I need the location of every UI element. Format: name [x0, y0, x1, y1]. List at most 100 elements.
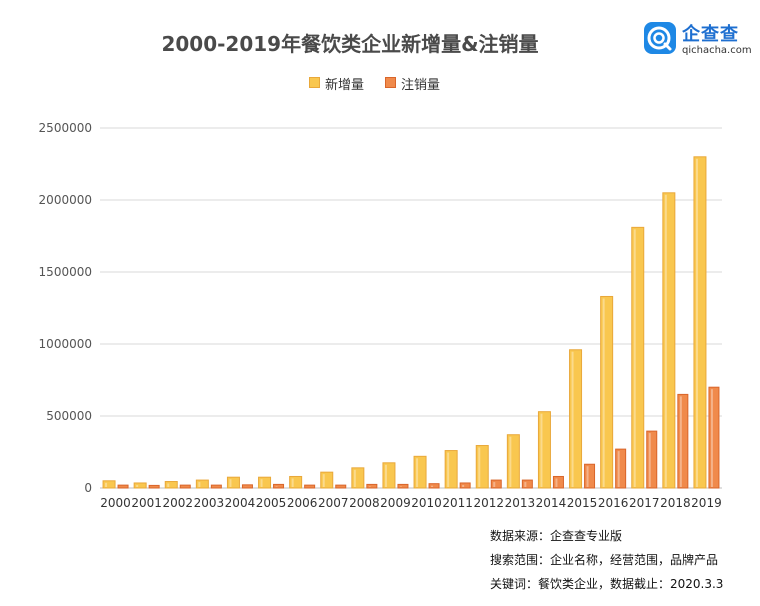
bar-cancel-highlight	[462, 484, 465, 487]
bar-new	[289, 475, 303, 489]
bar-new-highlight	[105, 482, 108, 487]
bar-cancel	[552, 475, 564, 489]
bar-cancel-highlight	[586, 466, 589, 487]
bar-cancel-highlight	[368, 486, 371, 487]
bar-cancel	[210, 484, 222, 489]
bar-new	[693, 156, 707, 489]
x-tick-label: 2002	[162, 496, 193, 510]
bar-cancel-highlight	[648, 433, 651, 487]
legend-label-cancel: 注销量	[401, 78, 441, 93]
source-line-keywords: 关键词：餐饮类企业，数据截止：2020.3.3	[490, 577, 724, 591]
bar-new	[444, 450, 458, 489]
x-tick-label: 2010	[411, 496, 442, 510]
bar-new-highlight	[136, 484, 139, 487]
bar-cancel	[459, 482, 471, 489]
bar-new-highlight	[291, 478, 294, 487]
source-line-search-scope: 搜索范围：企业名称，经营范围，品牌产品	[490, 553, 719, 567]
bar-cancel	[366, 483, 378, 489]
bar-cancel-highlight	[617, 451, 620, 487]
bar-cancel-highlight	[710, 389, 713, 487]
y-tick-label: 500000	[46, 409, 92, 423]
bar-new	[413, 455, 427, 489]
x-tick-label: 2018	[660, 496, 691, 510]
bar-new	[351, 467, 365, 489]
bar-new-highlight	[447, 452, 450, 487]
x-tick-label: 2005	[256, 496, 287, 510]
bar-new	[102, 480, 116, 489]
bar-new	[537, 411, 551, 489]
qichacha-logo: 企查查 qichacha.com	[644, 18, 754, 60]
bar-new	[600, 295, 614, 489]
bar-new-highlight	[416, 458, 419, 487]
bar-new-highlight	[478, 447, 481, 487]
x-tick-label: 2017	[629, 496, 660, 510]
x-tick-label: 2012	[473, 496, 504, 510]
legend-label-new: 新增量	[325, 78, 365, 93]
x-tick-label: 2000	[100, 496, 131, 510]
y-tick-label: 1000000	[39, 337, 92, 351]
bar-new-highlight	[633, 229, 636, 488]
x-tick-label: 2008	[349, 496, 380, 510]
bar-new-highlight	[664, 194, 667, 488]
x-tick-label: 2019	[691, 496, 722, 510]
x-tick-label: 2009	[380, 496, 411, 510]
bar-new-highlight	[260, 479, 263, 487]
x-tick-label: 2006	[287, 496, 318, 510]
bar-cancel	[615, 448, 627, 489]
bar-new-highlight	[167, 483, 170, 487]
y-tick-label: 2500000	[39, 121, 92, 135]
bar-cancel	[335, 484, 347, 489]
bar-cancel	[273, 483, 285, 489]
bar-cancel	[584, 463, 596, 489]
x-tick-label: 2003	[194, 496, 225, 510]
bar-new-highlight	[229, 479, 232, 487]
bar-cancel-highlight	[524, 482, 527, 487]
bar-cancel	[304, 484, 316, 489]
bar-new	[226, 476, 240, 489]
bar-new	[662, 192, 676, 489]
bar-cancel	[521, 479, 533, 489]
bar-cancel	[179, 484, 191, 489]
bar-cancel	[490, 479, 502, 489]
y-tick-label: 2000000	[39, 193, 92, 207]
bar-new	[258, 476, 272, 489]
bar-cancel	[397, 483, 409, 489]
bar-cancel-highlight	[275, 486, 278, 487]
bar-cancel	[646, 430, 658, 489]
qichacha-logo-icon	[644, 22, 676, 54]
legend-swatch-new	[309, 77, 320, 88]
bar-new-highlight	[384, 464, 387, 487]
logo-name-cn: 企查查	[682, 24, 739, 45]
x-tick-label: 2015	[567, 496, 598, 510]
bar-new-highlight	[602, 298, 605, 487]
bar-new-highlight	[509, 436, 512, 487]
bar-cancel	[708, 386, 720, 489]
bar-cancel	[148, 484, 160, 489]
bar-new-highlight	[322, 474, 325, 487]
bar-new	[631, 226, 645, 489]
x-tick-label: 2007	[318, 496, 349, 510]
x-tick-label: 2011	[442, 496, 473, 510]
bar-new-highlight	[695, 158, 698, 488]
chart-legend: 新增量 注销量	[0, 74, 760, 93]
bar-cancel-highlight	[431, 485, 434, 487]
bar-new	[475, 445, 489, 489]
bar-new-highlight	[540, 413, 543, 487]
bar-new-highlight	[353, 469, 356, 487]
bar-cancel-highlight	[493, 482, 496, 487]
legend-swatch-cancel	[385, 77, 396, 88]
bar-cancel	[117, 484, 129, 489]
bar-new-highlight	[571, 351, 574, 487]
bar-cancel-highlight	[399, 486, 402, 487]
bar-new	[382, 462, 396, 489]
bar-new	[506, 434, 520, 489]
bar-new	[164, 481, 178, 489]
bar-cancel	[677, 393, 689, 489]
y-tick-label: 0	[84, 481, 92, 495]
x-tick-label: 2014	[536, 496, 567, 510]
bar-new	[320, 471, 334, 489]
bar-cancel	[428, 483, 440, 489]
x-tick-label: 2004	[225, 496, 256, 510]
bar-cancel	[241, 484, 253, 489]
